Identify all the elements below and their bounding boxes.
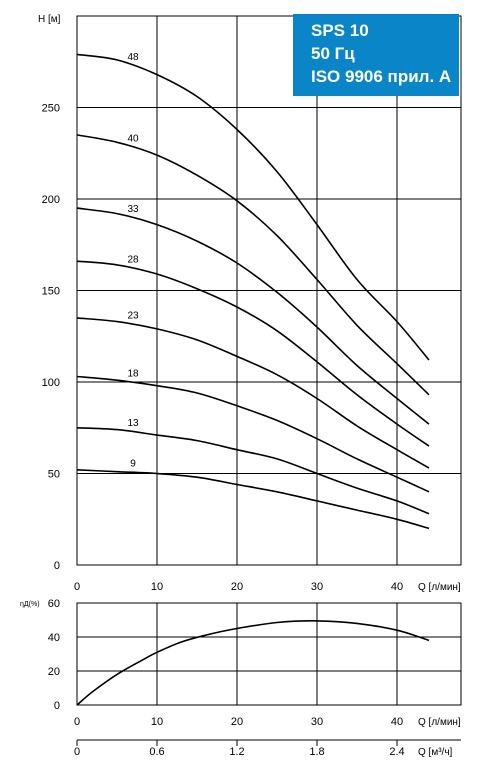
head-curve-33 [76,207,430,425]
badge-model: SPS 10 [311,21,369,40]
head-curve-13 [76,427,430,515]
head-curve-label: 28 [127,255,139,266]
head-x-tick-label: 10 [151,581,163,593]
badge-frequency: 50 Гц [311,44,355,63]
badge-standard: ISO 9906 прил. A [311,67,452,86]
head-curve-28 [76,260,430,447]
efficiency-curve [76,620,430,706]
eff-y-tick-label: 0 [54,700,60,712]
eff-x-tick-label: 30 [311,716,323,728]
eff-y-tick-label: 40 [48,632,60,644]
head-y-tick-label: 50 [48,469,60,481]
eff-x-tick-label: 0 [74,716,80,728]
flow-m3h-tick-label: 0.6 [149,746,164,758]
flow-m3h-axis-label: Q [м³/ч] [418,747,453,758]
head-curve-40 [76,134,430,396]
eff-y-tick-label: 20 [48,666,60,678]
head-curve-label: 13 [127,418,139,429]
flow-m3h-tick-label: 2.4 [389,746,404,758]
eff-plot-frame [76,602,462,706]
head-y-tick-label: 200 [42,194,60,206]
head-y-tick-label: 100 [42,377,60,389]
head-curve-23 [76,317,430,469]
head-curve-label: 48 [127,52,139,63]
eff-y-tick-label: 60 [48,598,60,610]
head-curve-label: 9 [130,458,136,469]
head-curve-9 [76,469,430,530]
flow-m3h-tick-label: 1.8 [309,746,324,758]
head-y-tick-label: 250 [42,103,60,115]
head-x-tick-label: 20 [231,581,243,593]
head-x-tick-label: 40 [391,581,403,593]
head-curve-label: 33 [127,204,139,215]
flow-m3h-tick-label: 1.2 [229,746,244,758]
model-badge: SPS 10 50 Гц ISO 9906 прил. A [293,14,459,96]
head-curve-48 [76,53,430,361]
eff-y-axis-label: ηД(%) [20,601,40,608]
head-y-tick-label: 0 [54,560,60,572]
eff-x-tick-label: 20 [231,716,243,728]
head-x-axis-label: Q [л/мин] [418,582,461,593]
eff-x-tick-label: 10 [151,716,163,728]
head-curve-label: 40 [127,133,139,144]
eff-x-axis-label: Q [л/мин] [418,717,461,728]
head-x-tick-label: 30 [311,581,323,593]
head-x-tick-label: 0 [74,581,80,593]
head-curve-18 [76,375,430,493]
head-curve-label: 23 [127,311,139,322]
head-y-axis-label: H [м] [38,14,61,25]
head-y-tick-label: 150 [42,286,60,298]
flow-m3h-tick-label: 0 [74,746,80,758]
eff-x-tick-label: 40 [391,716,403,728]
head-curve-label: 18 [127,368,139,379]
